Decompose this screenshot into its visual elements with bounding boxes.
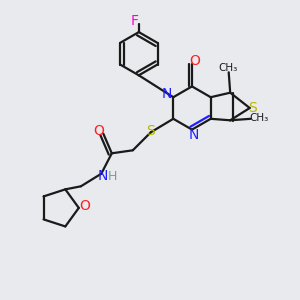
Text: F: F — [130, 14, 138, 28]
Text: O: O — [94, 124, 104, 138]
Text: H: H — [108, 169, 117, 183]
Text: CH₃: CH₃ — [218, 63, 237, 73]
Text: O: O — [79, 200, 90, 213]
Text: S: S — [146, 124, 154, 138]
Text: N: N — [162, 87, 172, 101]
Text: N: N — [98, 169, 108, 183]
Text: O: O — [190, 54, 200, 68]
Text: N: N — [188, 128, 199, 142]
Text: CH₃: CH₃ — [249, 113, 268, 123]
Text: S: S — [248, 101, 256, 115]
